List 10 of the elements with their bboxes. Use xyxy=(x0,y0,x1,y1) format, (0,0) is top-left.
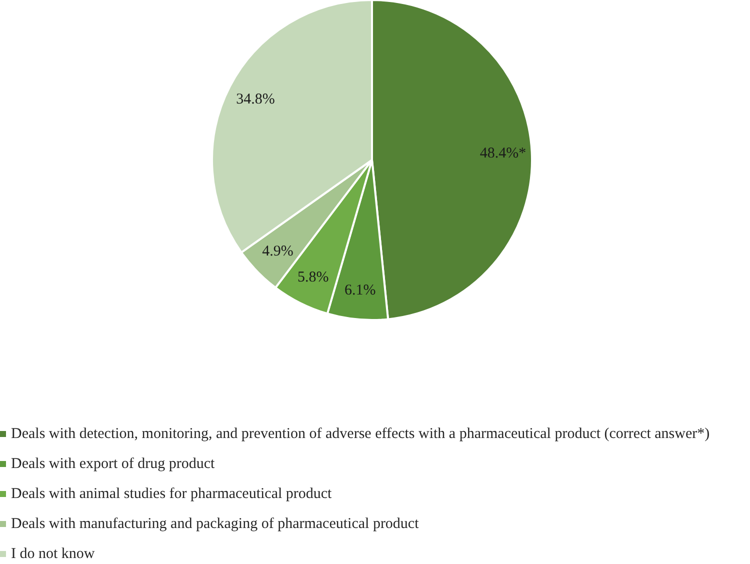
data-label: 34.8% xyxy=(236,92,275,108)
legend-label: Deals with export of drug product xyxy=(11,456,216,472)
data-label: 4.9% xyxy=(262,243,294,260)
legend-label: Deals with animal studies for pharmaceutical product xyxy=(11,486,333,502)
data-label: 6.1% xyxy=(344,282,376,299)
legend-label: Deals with manufacturing and packaging of pharmaceutical product xyxy=(11,516,420,532)
data-label: 5.8% xyxy=(298,269,329,286)
legend-label: I do not know xyxy=(11,546,95,562)
legend-label: Deals with detection, monitoring, and prevention of adverse effects with a pharmaceutical product (correct answer*) xyxy=(11,426,710,442)
data-label: 48.4%* xyxy=(480,145,526,162)
